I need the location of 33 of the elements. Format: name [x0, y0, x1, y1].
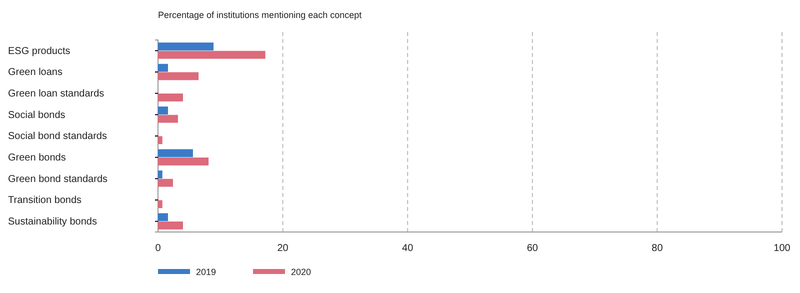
bar	[158, 106, 168, 114]
x-tick-label: 20	[277, 243, 289, 254]
chart-title: Percentage of institutions mentioning each concept	[158, 10, 362, 20]
bar	[158, 149, 193, 158]
legend-label: 2019	[196, 267, 216, 277]
y-tick-label: ESG products	[8, 46, 70, 57]
bar	[158, 158, 209, 166]
y-tick-label: Transition bonds	[8, 195, 82, 206]
bar	[158, 64, 168, 72]
x-tick-label: 100	[774, 243, 791, 254]
y-tick-label: Green bonds	[8, 152, 66, 164]
bar	[158, 170, 162, 178]
bar	[158, 50, 266, 59]
bar	[158, 72, 199, 80]
bar	[158, 136, 162, 144]
bar	[158, 213, 168, 222]
y-tick-label: Green loans	[8, 67, 62, 78]
y-tick-label: Sustainability bonds	[8, 216, 97, 228]
y-tick-label: Social bonds	[8, 110, 66, 121]
bar	[158, 42, 214, 50]
bar	[158, 178, 173, 187]
x-tick-label: 40	[402, 243, 414, 254]
y-tick-label: Social bond standards	[8, 131, 107, 142]
bar	[158, 94, 183, 102]
y-tick-label: Green loan standards	[8, 88, 104, 100]
bar	[158, 200, 162, 208]
bar	[158, 114, 178, 123]
y-tick-label: Green bond standards	[8, 174, 108, 185]
x-tick-label: 80	[652, 243, 664, 254]
x-tick-label: 0	[155, 243, 162, 254]
bar	[158, 222, 183, 230]
x-tick-label: 60	[526, 243, 538, 254]
legend-label: 2020	[291, 267, 312, 277]
